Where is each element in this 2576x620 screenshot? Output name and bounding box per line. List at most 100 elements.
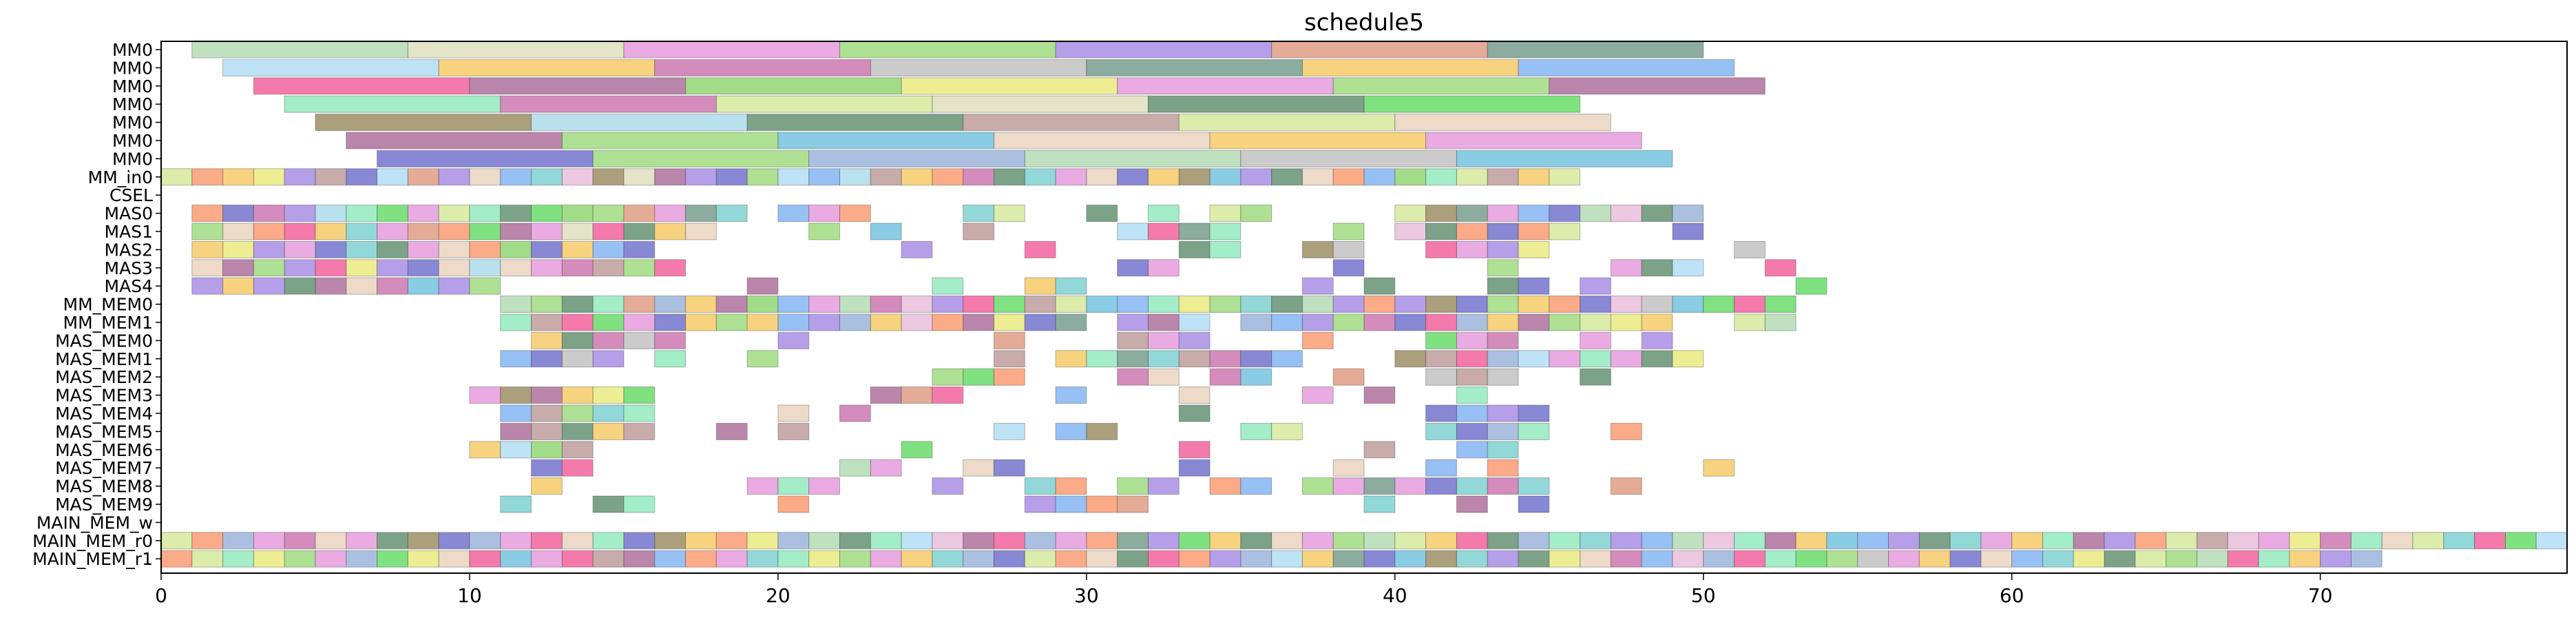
task-bar <box>346 223 378 240</box>
task-bar <box>253 168 285 186</box>
task-bar <box>253 259 285 277</box>
task-bar <box>1518 205 1550 223</box>
task-bar <box>160 532 193 550</box>
task-bar <box>377 205 408 223</box>
task-bar <box>1301 477 1334 495</box>
task-bar <box>1857 532 1889 550</box>
task-bar <box>1549 350 1581 368</box>
task-bar <box>1363 386 1396 404</box>
task-bar <box>315 114 532 132</box>
task-bar <box>1394 350 1427 368</box>
task-bar <box>500 532 532 550</box>
task-bar <box>1949 532 1982 550</box>
task-bar <box>2320 550 2352 568</box>
task-bar <box>1209 168 1242 186</box>
task-bar <box>1055 313 1087 331</box>
task-bar <box>1055 168 1087 186</box>
task-bar <box>901 240 933 258</box>
y-tick-label: MM0 <box>112 113 153 133</box>
task-bar <box>777 296 810 313</box>
task-bar <box>1980 532 2013 550</box>
task-bar <box>623 240 656 258</box>
task-bar <box>253 223 285 240</box>
task-bar <box>1610 296 1642 313</box>
task-bar <box>315 240 347 258</box>
task-bar <box>1147 168 1180 186</box>
task-bar <box>1332 477 1365 495</box>
task-bar <box>531 259 563 277</box>
task-bar <box>1487 223 1519 240</box>
task-bar <box>1147 477 1180 495</box>
task-bar <box>1456 386 1488 404</box>
task-bar <box>2289 550 2321 568</box>
task-bar <box>1178 550 1211 568</box>
task-bar <box>469 240 501 258</box>
task-bar <box>963 168 994 186</box>
task-bar <box>901 313 933 331</box>
task-bar <box>253 240 285 258</box>
task-bar <box>2166 532 2197 550</box>
task-bar <box>839 296 871 313</box>
task-bar <box>1580 350 1611 368</box>
task-bar <box>1456 495 1488 513</box>
task-bar <box>777 495 810 513</box>
task-bar <box>346 205 378 223</box>
task-bar <box>1425 550 1457 568</box>
y-tick-label: MAS_MEM2 <box>55 367 153 387</box>
task-bar <box>1425 404 1457 422</box>
task-bar <box>1641 350 1673 368</box>
task-bar <box>1425 296 1457 313</box>
task-bar <box>531 422 563 440</box>
task-bar <box>284 240 316 258</box>
task-bar <box>808 313 840 331</box>
task-bar <box>715 313 748 331</box>
task-bar <box>284 550 316 568</box>
task-bar <box>1363 550 1396 568</box>
task-bar <box>1117 77 1334 95</box>
task-bar <box>191 240 224 258</box>
task-bar <box>531 313 563 331</box>
task-bar <box>592 550 625 568</box>
task-bar <box>746 550 779 568</box>
task-bar <box>932 277 964 295</box>
task-bar <box>438 205 470 223</box>
task-bar <box>438 59 656 76</box>
task-bar <box>377 550 408 568</box>
task-bar <box>932 313 964 331</box>
task-bar <box>1425 532 1457 550</box>
task-bar <box>438 240 470 258</box>
task-bar <box>1055 550 1087 568</box>
task-bar <box>777 313 810 331</box>
task-bar <box>901 77 1118 95</box>
task-bar <box>1086 350 1118 368</box>
task-bar <box>592 259 625 277</box>
task-bar <box>222 259 254 277</box>
task-bar <box>808 296 840 313</box>
y-tick-label: CSEL <box>109 185 153 205</box>
task-bar <box>377 277 408 295</box>
task-bar <box>1487 477 1519 495</box>
task-bar <box>2011 532 2043 550</box>
task-bar <box>2135 532 2167 550</box>
task-bar <box>315 277 347 295</box>
task-bar <box>222 223 254 240</box>
task-bar <box>993 368 1025 386</box>
task-bar <box>284 223 316 240</box>
task-bar <box>870 168 902 186</box>
task-bar <box>531 386 563 404</box>
task-bar <box>1394 532 1427 550</box>
task-bar <box>1980 550 2013 568</box>
y-tick-label: MAS1 <box>105 222 153 242</box>
task-bar <box>2227 532 2259 550</box>
task-bar <box>901 296 933 313</box>
task-bar <box>1117 350 1149 368</box>
task-bar <box>1086 532 1118 550</box>
task-bar <box>777 477 810 495</box>
task-bar <box>1055 386 1087 404</box>
task-bar <box>1456 205 1488 223</box>
y-tick-label: MAS_MEM3 <box>55 386 153 406</box>
task-bar <box>1456 296 1488 313</box>
task-bar <box>623 313 656 331</box>
task-bar <box>1518 277 1550 295</box>
task-bar <box>1301 59 1519 76</box>
